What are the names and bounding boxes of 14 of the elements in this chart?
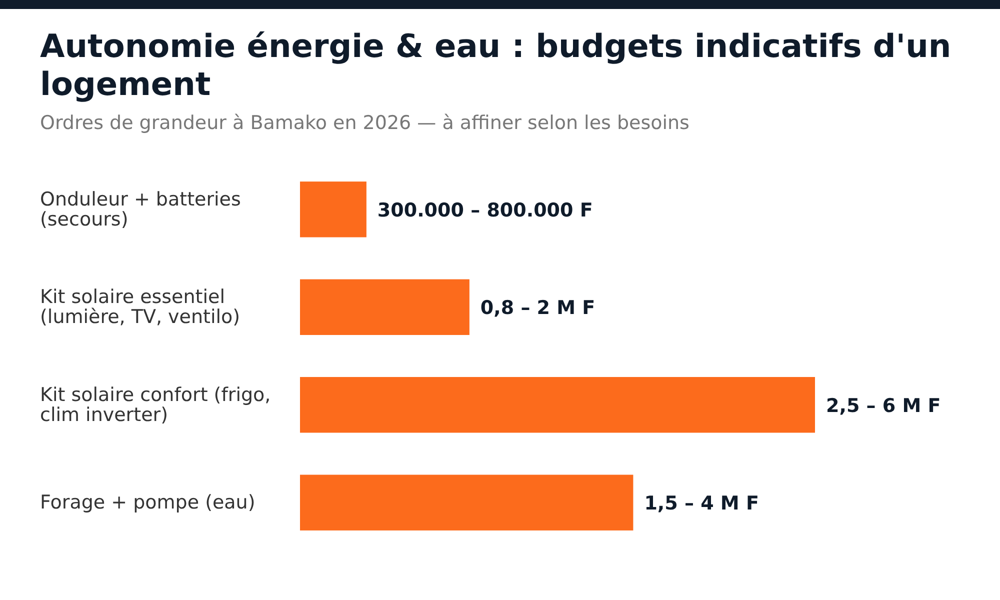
annotation: 0,8 – 2 M F	[480, 297, 596, 320]
annotation: 1,5 – 4 M F	[644, 492, 759, 515]
y-tick-label: Forage + pompe (eau)	[40, 492, 256, 514]
bar	[300, 474, 634, 530]
chart-title: Autonomie énergie & eau : budgets indicatifs d'un logement	[40, 27, 952, 103]
bar	[300, 182, 366, 238]
y-tick-label: Kit solaire confort (frigo, clim inverter)	[40, 384, 271, 426]
annotation: 300.000 – 800.000 F	[377, 199, 593, 222]
bar	[300, 377, 815, 433]
text: 2,5 – 6 M F	[826, 394, 941, 417]
chart-subtitle: Ordres de grandeur à Bamako en 2026 — à affiner selon les besoins	[40, 112, 690, 134]
y-tick-label: Onduleur + batteries (secours)	[40, 188, 241, 230]
y-tick-label: Kit solaire essentiel (lumière, TV, ventilo)	[40, 286, 240, 328]
bar	[300, 279, 470, 335]
